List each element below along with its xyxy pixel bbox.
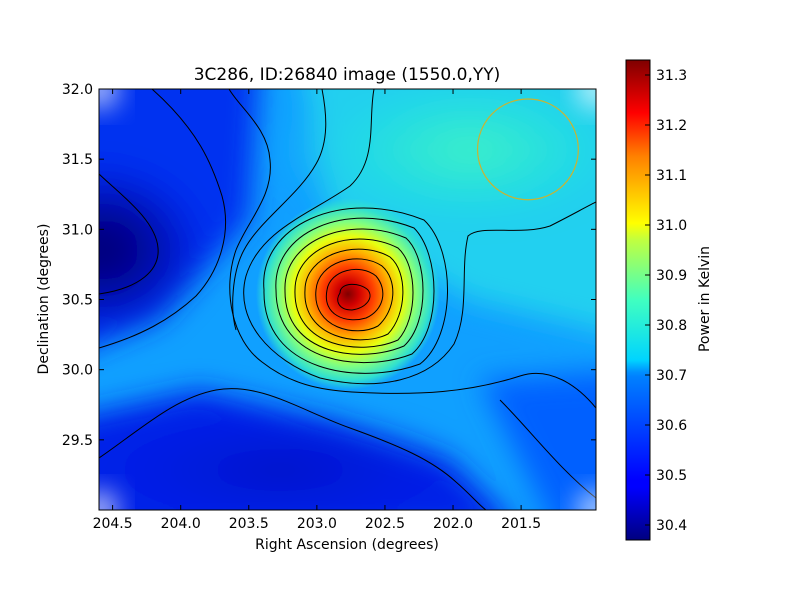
y-tick-label: 30.0 <box>62 363 93 379</box>
contour-line <box>243 89 596 385</box>
contour-lines <box>99 89 596 510</box>
contour-line <box>99 173 159 295</box>
colorbar <box>625 59 651 541</box>
colorbar-axis: 30.4 30.5 30.6 30.7 30.8 30.9 31.0 31.1 31.2 31.3 <box>645 68 687 534</box>
contour-line <box>337 283 371 311</box>
colorbar-tick-label: 30.7 <box>656 368 687 384</box>
colorbar-label: Power in Kelvin <box>697 246 713 352</box>
colorbar-tick-label: 31.3 <box>656 68 687 84</box>
colorbar-tick-label: 30.8 <box>656 318 687 334</box>
contour-line <box>99 388 487 510</box>
colorbar-tick-label: 31.1 <box>656 168 687 184</box>
chart-title: 3C286, ID:26840 image (1550.0,YY) <box>194 65 501 85</box>
corner-fade <box>578 89 596 107</box>
y-axis-label: Declination (degrees) <box>36 224 52 375</box>
contour-line <box>304 248 404 341</box>
y-tick-label: 31.5 <box>62 152 93 168</box>
y-axis: 29.5 30.0 30.5 31.0 31.5 32.0 <box>62 82 596 449</box>
beam-marker-circle <box>476 98 579 201</box>
x-tick-label: 203.0 <box>297 516 337 532</box>
x-axis: 204.5 204.0 203.5 203.0 202.5 202.0 201.5 <box>93 89 541 532</box>
contour-line <box>263 207 448 374</box>
contour-line <box>275 217 435 364</box>
y-tick-label: 29.5 <box>62 433 93 449</box>
x-tick-label: 204.0 <box>161 516 201 532</box>
x-axis-label: Right Ascension (degrees) <box>255 537 439 553</box>
corner-fade <box>578 492 596 510</box>
x-tick-label: 202.5 <box>365 516 405 532</box>
y-tick-label: 32.0 <box>62 82 93 98</box>
contour-line <box>228 89 596 409</box>
colorbar-tick-label: 30.5 <box>656 468 687 484</box>
y-tick-label: 31.0 <box>62 222 93 238</box>
contour-line <box>294 238 414 348</box>
colorbar-tick-label: 31.0 <box>656 218 687 234</box>
heatmap-region-cold-spot <box>99 160 210 340</box>
contour-line <box>232 89 327 331</box>
y-tick-label: 30.5 <box>62 293 93 309</box>
contour-line <box>499 399 596 499</box>
contour-line <box>325 268 384 321</box>
contour-line <box>99 89 226 349</box>
x-tick-label: 203.5 <box>229 516 269 532</box>
x-tick-label: 201.5 <box>501 516 541 532</box>
colorbar-tick-label: 30.9 <box>656 268 687 284</box>
colorbar-tick-label: 30.6 <box>656 418 687 434</box>
contour-line <box>284 228 424 355</box>
colorbar-tick-label: 31.2 <box>656 118 687 134</box>
x-tick-label: 202.0 <box>433 516 473 532</box>
contour-line <box>315 258 394 332</box>
x-tick-label: 204.5 <box>93 516 133 532</box>
colorbar-tick-label: 30.4 <box>656 518 687 534</box>
heatmap-region-blue-bottom-center <box>99 410 470 510</box>
heatmap <box>99 89 596 510</box>
